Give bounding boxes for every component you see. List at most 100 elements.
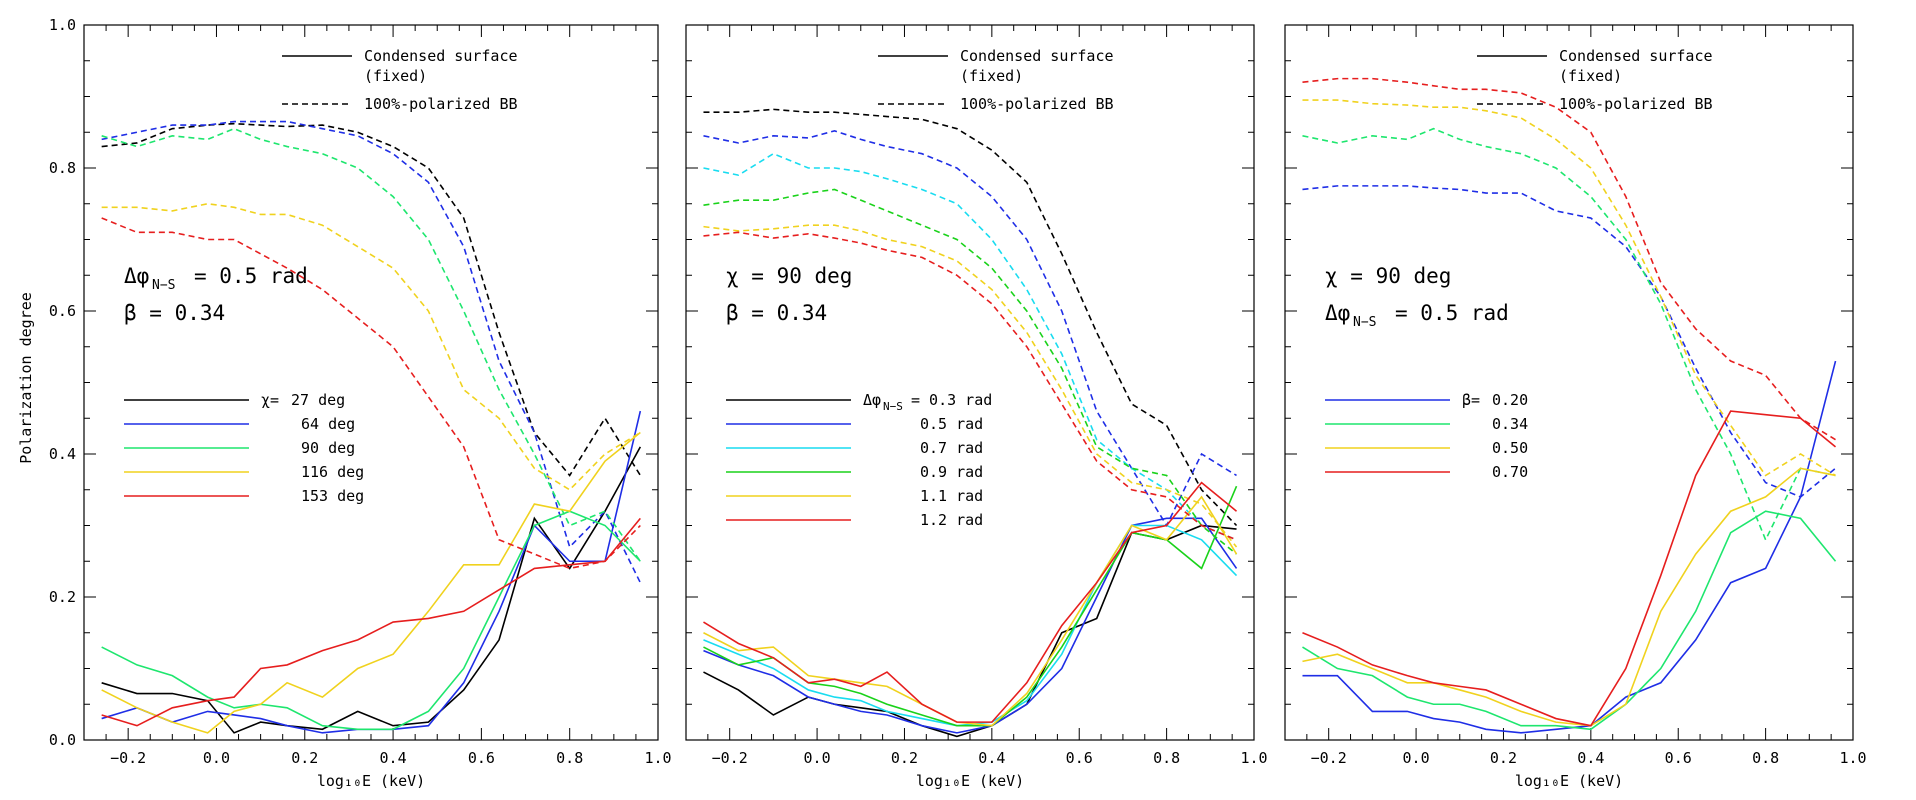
plot-frame — [685, 24, 1255, 741]
plot-frame — [1284, 24, 1854, 741]
legend-entry-3: 0.50 — [1492, 439, 1528, 457]
annotation-chi: χ = 90 deg — [1325, 264, 1451, 288]
legend-fixed: (fixed) — [1559, 67, 1622, 85]
solid-line-27-deg — [101, 446, 642, 734]
legend-prefix: Δφ — [863, 391, 881, 409]
panel-1: −0.2 0.0 0.2 0.4 0.6 0.8 1.0 0.0 0.2 0.4 0.6 0.8 1.0… — [49, 16, 672, 790]
legend-entry-2: 0.34 — [1492, 415, 1528, 433]
legend-entry-6: 1.2 rad — [920, 511, 983, 529]
x-axis-label: log₁₀E (keV) — [916, 772, 1024, 790]
y-tick-label: 1.0 — [49, 16, 76, 34]
x-axis-label: log₁₀E (keV) — [1515, 772, 1623, 790]
x-tick-label: 0.6 — [1665, 749, 1692, 767]
dashed-line-153-deg — [101, 217, 641, 570]
dashed-line-90-deg — [101, 127, 641, 562]
x-tick-label: −0.2 — [110, 749, 146, 767]
legend-entry-3: 0.7 rad — [920, 439, 983, 457]
x-tick-label: 1.0 — [1839, 749, 1866, 767]
solid-line-0.7-rad — [703, 524, 1238, 727]
x-tick-label: 0.4 — [1577, 749, 1604, 767]
annotation-delta-phi-value: = 0.5 rad — [194, 264, 308, 288]
dashed-line-0.3-rad — [703, 108, 1238, 527]
dashed-line-64-deg — [101, 120, 642, 584]
legend-condensed-surface: Condensed surface — [960, 47, 1114, 65]
legend-polarized-bb: 100%-polarized BB — [960, 95, 1114, 113]
legend-condensed-surface: Condensed surface — [364, 47, 518, 65]
legend-entry-5: 1.1 rad — [920, 487, 983, 505]
legend-entry-1: = 0.3 rad — [911, 391, 992, 409]
legend-entry-4: 116 deg — [301, 463, 364, 481]
dashed-line-0.7-rad — [703, 152, 1237, 541]
annotation-delta-phi: Δφ — [124, 264, 149, 288]
panel-2: −0.2 0.0 0.2 0.4 0.6 0.8 1.0 log₁₀E (keV) Conden… — [685, 24, 1268, 790]
solid-line-90-deg — [101, 510, 641, 731]
x-tick-label: 1.0 — [1240, 749, 1267, 767]
x-axis-label: log₁₀E (keV) — [317, 772, 425, 790]
legend-polarized-bb: 100%-polarized BB — [1559, 95, 1713, 113]
x-tick-label: 0.2 — [1490, 749, 1517, 767]
legend-prefix-subscript: N−S — [883, 400, 903, 413]
legend-prefix: β= — [1462, 391, 1480, 409]
legend-polarized-bb: 100%-polarized BB — [364, 95, 518, 113]
solid-line-0.50 — [1302, 467, 1836, 727]
x-tick-label: 0.2 — [891, 749, 918, 767]
legend-entry-4: 0.9 rad — [920, 463, 983, 481]
dashed-line-0.50 — [1302, 99, 1836, 477]
x-tick-label: 0.4 — [978, 749, 1005, 767]
x-tick-label: −0.2 — [712, 749, 748, 767]
x-tick-label: −0.2 — [1311, 749, 1347, 767]
y-tick-label: 0.8 — [49, 159, 76, 177]
legend-entry-5: 153 deg — [301, 487, 364, 505]
solid-line-0.34 — [1302, 510, 1837, 731]
solid-line-64-deg — [101, 410, 642, 734]
solid-line-1.1-rad — [703, 495, 1238, 727]
solid-line-0.3-rad — [703, 524, 1237, 738]
dashed-line-0.34 — [1302, 127, 1836, 542]
dashed-line-0.9-rad — [703, 188, 1238, 555]
x-tick-label: 0.6 — [468, 749, 495, 767]
dashed-line-1.1-rad — [703, 224, 1238, 548]
x-tick-label: 0.0 — [804, 749, 831, 767]
dashed-line-1.2-rad — [703, 231, 1237, 541]
solid-line-0.5-rad — [703, 517, 1238, 734]
x-tick-label: 0.0 — [203, 749, 230, 767]
y-axis-label: Polarization degree — [17, 292, 35, 464]
solid-line-1.2-rad — [703, 481, 1238, 723]
solid-line-0.20 — [1302, 360, 1837, 734]
x-tick-label: 0.6 — [1066, 749, 1093, 767]
x-tick-label: 0.8 — [1153, 749, 1180, 767]
legend-fixed: (fixed) — [960, 67, 1023, 85]
annotation-beta: β = 0.34 — [124, 301, 225, 325]
dashed-line-116-deg — [101, 202, 641, 491]
legend-prefix: χ= — [261, 391, 279, 409]
x-tick-label: 0.4 — [380, 749, 407, 767]
legend-entry-1: 27 deg — [291, 391, 345, 409]
legend-fixed: (fixed) — [364, 67, 427, 85]
x-tick-label: 0.2 — [291, 749, 318, 767]
solid-line-153-deg — [101, 517, 641, 727]
dashed-line-0.20 — [1302, 185, 1837, 498]
panel-3: −0.2 0.0 0.2 0.4 0.6 0.8 1.0 log₁₀E (keV) Conden… — [1284, 24, 1867, 790]
legend-entry-2: 0.5 rad — [920, 415, 983, 433]
dashed-line-0.5-rad — [703, 129, 1237, 528]
x-tick-label: 1.0 — [644, 749, 671, 767]
solid-line-0.70 — [1302, 410, 1837, 727]
legend-condensed-surface: Condensed surface — [1559, 47, 1713, 65]
solid-line-116-deg — [101, 431, 641, 734]
annotation-delta-phi-subscript: N−S — [1353, 315, 1376, 330]
legend-entry-4: 0.70 — [1492, 463, 1528, 481]
legend-entry-2: 64 deg — [301, 415, 355, 433]
legend-entry-3: 90 deg — [301, 439, 355, 457]
dashed-line-27-deg — [101, 122, 642, 477]
y-tick-label: 0.2 — [49, 588, 76, 606]
annotation-beta: β = 0.34 — [726, 301, 827, 325]
y-tick-label: 0.4 — [49, 445, 76, 463]
y-tick-label: 0.0 — [49, 731, 76, 749]
x-tick-label: 0.8 — [556, 749, 583, 767]
annotation-chi: χ = 90 deg — [726, 264, 852, 288]
legend-entry-1: 0.20 — [1492, 391, 1528, 409]
x-tick-label: 0.8 — [1752, 749, 1779, 767]
x-tick-label: 0.0 — [1403, 749, 1430, 767]
y-tick-label: 0.6 — [49, 302, 76, 320]
